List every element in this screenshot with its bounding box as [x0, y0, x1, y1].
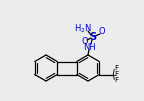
Text: H$_2$N: H$_2$N — [74, 23, 92, 35]
Text: NH: NH — [84, 43, 96, 52]
Text: F: F — [114, 77, 119, 84]
Text: F: F — [114, 72, 119, 77]
Text: O: O — [99, 27, 105, 36]
Text: F: F — [114, 66, 119, 72]
Text: O: O — [82, 37, 88, 46]
Text: S: S — [89, 32, 97, 42]
